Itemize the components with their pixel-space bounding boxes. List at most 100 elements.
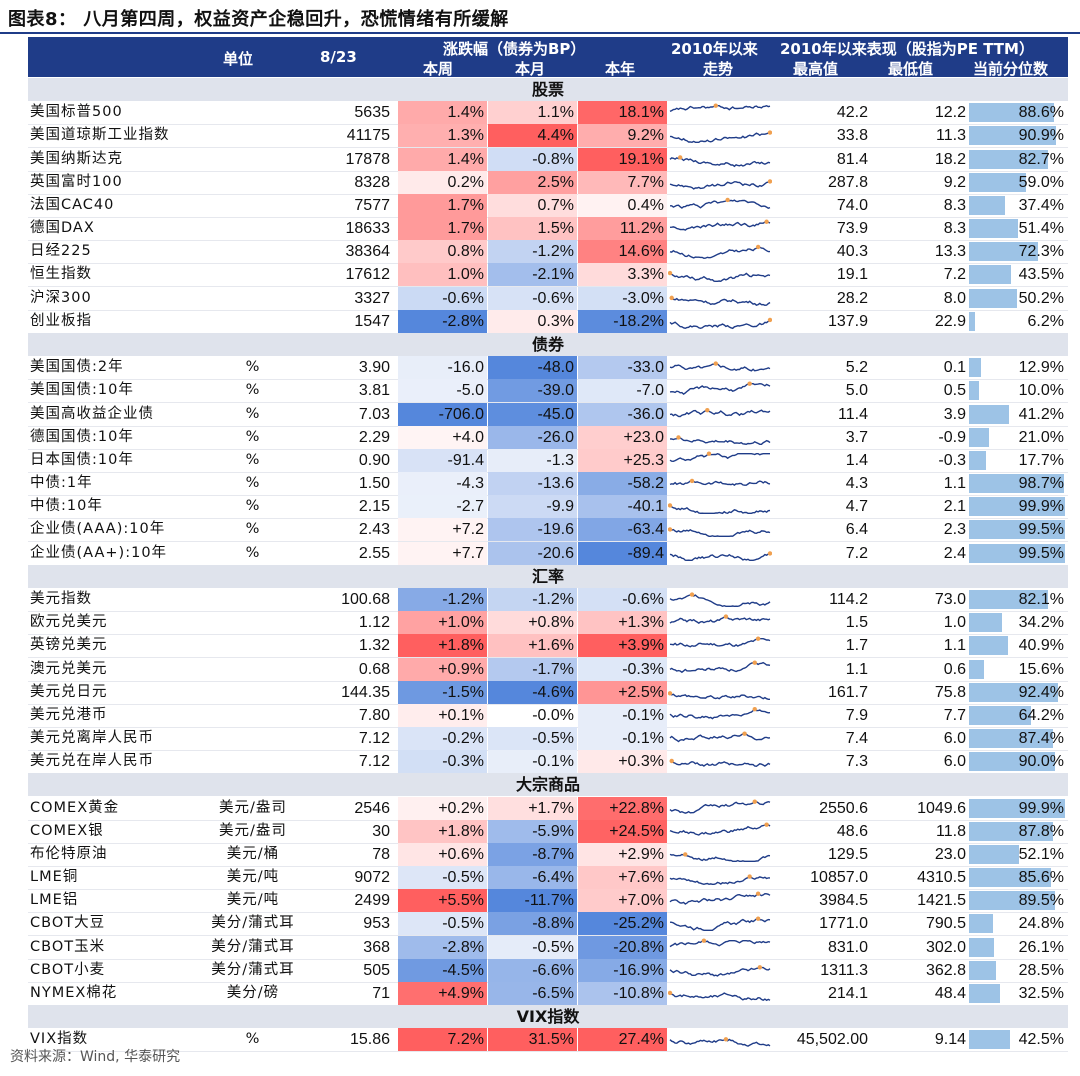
high-value: 2550.6 <box>776 797 868 820</box>
month-change: -1.3 <box>488 449 577 472</box>
row-value: 2.43 <box>268 518 390 541</box>
month-change: -4.6% <box>488 681 577 704</box>
month-change: -1.7% <box>488 658 577 681</box>
trend-sparkline <box>668 241 772 262</box>
week-change: -2.8% <box>398 310 487 333</box>
week-change: -5.0 <box>398 379 487 402</box>
section-header: 债券 <box>28 333 1068 356</box>
high-value: 11.4 <box>776 403 868 426</box>
week-change: +7.2 <box>398 518 487 541</box>
high-value: 7.3 <box>776 750 868 773</box>
row-value: 0.68 <box>268 658 390 681</box>
ytd-change: +25.3 <box>578 449 667 472</box>
low-value: 8.0 <box>868 287 966 310</box>
trend-current-dot <box>747 874 751 878</box>
week-change: +5.5% <box>398 889 487 912</box>
high-value: 1.1 <box>776 658 868 681</box>
trend-line <box>670 617 770 624</box>
percentile-value: 50.2% <box>969 287 1067 310</box>
trend-sparkline <box>668 937 772 958</box>
trend-sparkline <box>668 751 772 772</box>
trend-current-dot <box>714 104 718 108</box>
month-change: -1.2% <box>488 240 577 263</box>
row-value: 18633 <box>268 217 390 240</box>
row-value: 2499 <box>268 889 390 912</box>
trend-current-dot <box>683 852 687 856</box>
trend-current-dot <box>705 407 709 411</box>
trend-line <box>670 967 770 976</box>
low-value: 362.8 <box>868 959 966 982</box>
table-row: COMEX黄金 美元/盎司 2546 +0.2% +1.7% +22.8% 2550.6 10… <box>28 797 1068 821</box>
trend-line <box>670 133 770 143</box>
ytd-change: 7.7% <box>578 171 667 194</box>
trend-current-dot <box>768 551 772 555</box>
low-value: 8.3 <box>868 217 966 240</box>
low-value: 0.1 <box>868 356 966 379</box>
trend-line <box>670 364 770 371</box>
week-change: 0.8% <box>398 240 487 263</box>
percentile-value: 82.1% <box>969 588 1067 611</box>
high-value: 28.2 <box>776 287 868 310</box>
month-change: +1.6% <box>488 634 577 657</box>
week-change: -4.5% <box>398 959 487 982</box>
row-value: 7.03 <box>268 403 390 426</box>
table-row: LME铜 美元/吨 9072 -0.5% -6.4% +7.6% 10857.0 4310.5… <box>28 866 1068 890</box>
low-value: 1421.5 <box>868 889 966 912</box>
percentile-value: 34.2% <box>969 611 1067 634</box>
row-value: 38364 <box>268 240 390 263</box>
row-value: 2.15 <box>268 495 390 518</box>
table-row: 日经225 38364 0.8% -1.2% 14.6% 40.3 13.3 72.3% <box>28 240 1068 264</box>
trend-line <box>670 877 770 885</box>
percentile-value: 28.5% <box>969 959 1067 982</box>
row-value: 30 <box>268 820 390 843</box>
low-value: 13.3 <box>868 240 966 263</box>
header-low: 最低值 <box>888 58 933 79</box>
percentile-value: 10.0% <box>969 379 1067 402</box>
week-change: -0.2% <box>398 727 487 750</box>
percentile-value: 17.7% <box>969 449 1067 472</box>
row-value: 368 <box>268 936 390 959</box>
percentile-value: 72.3% <box>969 240 1067 263</box>
ytd-change: -16.9% <box>578 959 667 982</box>
low-value: 0.6 <box>868 658 966 681</box>
header-month: 本月 <box>515 58 545 79</box>
row-value: 2.55 <box>268 542 390 565</box>
ytd-change: -40.1 <box>578 495 667 518</box>
high-value: 1311.3 <box>776 959 868 982</box>
low-value: 22.9 <box>868 310 966 333</box>
row-value: 1.50 <box>268 472 390 495</box>
table-row: 英镑兑美元 1.32 +1.8% +1.6% +3.9% 1.7 1.1 40.9% <box>28 634 1068 658</box>
table-row: 企业债(AA+):10年% 2.55 +7.7 -20.6 -89.4 7.2 2.4 99.… <box>28 542 1068 566</box>
trend-current-dot <box>702 938 706 942</box>
percentile-value: 24.8% <box>969 912 1067 935</box>
trend-line <box>670 384 770 394</box>
week-change: -2.8% <box>398 936 487 959</box>
week-change: +4.0 <box>398 426 487 449</box>
table-row: 美元兑日元 144.35 -1.5% -4.6% +2.5% 161.7 75.8 92.4% <box>28 681 1068 705</box>
percentile-value: 26.1% <box>969 936 1067 959</box>
percentile-value: 40.9% <box>969 634 1067 657</box>
table-row: 美元兑离岸人民币 7.12 -0.2% -0.5% -0.1% 7.4 6.0 87.4% <box>28 727 1068 751</box>
trend-line <box>670 530 770 537</box>
high-value: 7.4 <box>776 727 868 750</box>
percentile-value: 99.9% <box>969 495 1067 518</box>
ytd-change: -89.4 <box>578 542 667 565</box>
header-perf-group: 2010年以来表现（股指为PE TTM） <box>780 38 1034 59</box>
trend-current-dot <box>668 991 672 995</box>
high-value: 1.4 <box>776 449 868 472</box>
trend-current-dot <box>753 707 757 711</box>
trend-line <box>670 761 770 766</box>
trend-line <box>670 320 770 328</box>
trend-line <box>670 993 770 1000</box>
low-value: 73.0 <box>868 588 966 611</box>
month-change: -0.5% <box>488 727 577 750</box>
high-value: 6.4 <box>776 518 868 541</box>
month-change: -11.7% <box>488 889 577 912</box>
low-value: 7.2 <box>868 263 966 286</box>
low-value: 1049.6 <box>868 797 966 820</box>
low-value: 9.2 <box>868 171 966 194</box>
trend-line <box>670 639 770 647</box>
row-value: 2.29 <box>268 426 390 449</box>
row-value: 0.90 <box>268 449 390 472</box>
table-row: LME铝 美元/吨 2499 +5.5% -11.7% +7.0% 3984.5 1421.5… <box>28 889 1068 913</box>
